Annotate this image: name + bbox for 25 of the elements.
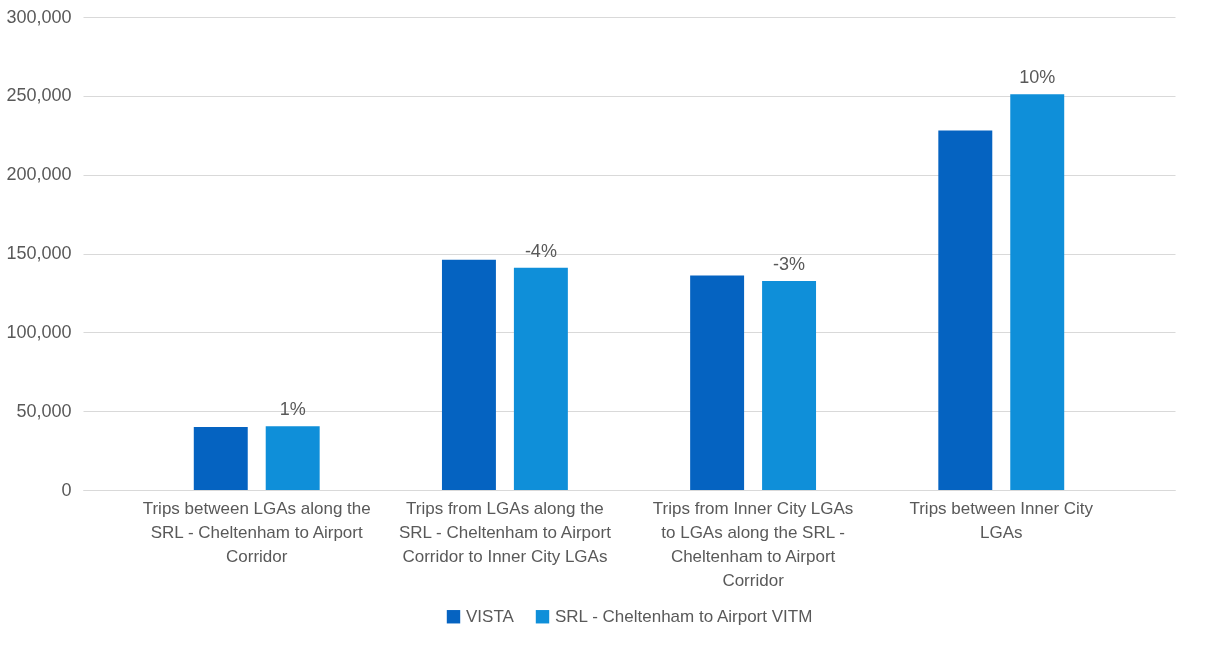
bar [265,426,320,490]
annotation: -4% [524,240,557,261]
bar [441,259,496,490]
bar [193,426,248,490]
legend-label: VISTA [466,606,515,626]
annotation: 1% [279,399,306,420]
bar [762,281,817,490]
y-tick-label: 300,000 [6,6,72,27]
x-tick-label: Trips between LGAs along the SRL - Cheltenham to Airport Corridor [142,498,371,566]
bar [690,275,745,490]
x-tick-label: Trips between Inner City LGAs [909,498,1094,542]
y-tick-label: 250,000 [6,85,72,106]
y-tick-label: 200,000 [6,164,72,185]
y-tick-label: 0 [61,479,72,500]
annotation: -3% [773,254,806,275]
legend-label: SRL - Cheltenham to Airport VITM [555,606,813,626]
bar [1010,94,1065,490]
x-tick-label: Trips from LGAs along the SRL - Cheltenham to Airport Corridor to Inner City LGAs [398,498,612,566]
y-tick-label: 150,000 [6,243,72,263]
x-tick-label: Trips from Inner City LGAs to LGAs along the SRL - Cheltenham to Airport Corridor [652,498,854,590]
y-tick-label: 50,000 [16,400,72,421]
y-tick-label: 100,000 [6,321,72,342]
annotation: 10% [1019,67,1056,88]
bar [938,130,993,490]
bar [513,267,568,490]
